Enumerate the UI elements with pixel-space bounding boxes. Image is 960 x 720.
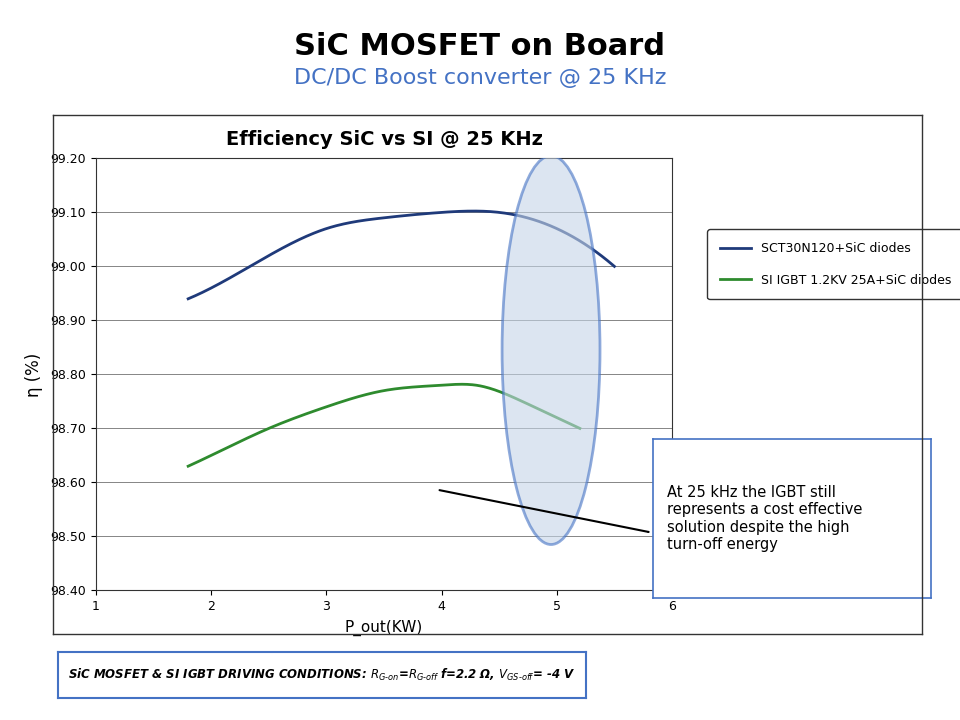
Text: SiC MOSFET on Board: SiC MOSFET on Board bbox=[295, 32, 665, 61]
SI IGBT 1.2KV 25A+SiC diodes bbox=[416, 382, 427, 391]
Line: SCT30N120+SiC diodes: SCT30N120+SiC diodes bbox=[188, 211, 614, 299]
SCT30N120+SiC diodes bbox=[436, 208, 447, 217]
Legend: SCT30N120+SiC diodes, SI IGBT 1.2KV 25A+SiC diodes: SCT30N120+SiC diodes, SI IGBT 1.2KV 25A+… bbox=[708, 230, 960, 300]
SCT30N120+SiC diodes bbox=[543, 221, 555, 230]
SI IGBT 1.2KV 25A+SiC diodes bbox=[574, 424, 586, 433]
SI IGBT 1.2KV 25A+SiC diodes bbox=[514, 396, 525, 405]
SI IGBT 1.2KV 25A+SiC diodes bbox=[415, 382, 426, 391]
Ellipse shape bbox=[502, 156, 600, 544]
SCT30N120+SiC diodes bbox=[444, 207, 455, 216]
SCT30N120+SiC diodes bbox=[468, 207, 479, 215]
Text: DC/DC Boost converter @ 25 KHz: DC/DC Boost converter @ 25 KHz bbox=[294, 68, 666, 89]
SCT30N120+SiC diodes bbox=[609, 262, 620, 271]
Line: SI IGBT 1.2KV 25A+SiC diodes: SI IGBT 1.2KV 25A+SiC diodes bbox=[188, 384, 580, 467]
SCT30N120+SiC diodes bbox=[182, 294, 194, 303]
SI IGBT 1.2KV 25A+SiC diodes bbox=[456, 380, 468, 389]
SCT30N120+SiC diodes bbox=[435, 208, 446, 217]
X-axis label: P_out(KW): P_out(KW) bbox=[345, 620, 423, 636]
Text: SiC MOSFET & SI IGBT DRIVING CONDITIONS: $R_{G\text{-}on}$=$R_{G\text{-}off}$ f=: SiC MOSFET & SI IGBT DRIVING CONDITIONS:… bbox=[68, 667, 575, 683]
SCT30N120+SiC diodes bbox=[183, 294, 195, 302]
SI IGBT 1.2KV 25A+SiC diodes bbox=[422, 382, 434, 390]
SI IGBT 1.2KV 25A+SiC diodes bbox=[539, 408, 550, 416]
SCT30N120+SiC diodes bbox=[570, 234, 582, 243]
Y-axis label: η (%): η (%) bbox=[26, 352, 43, 397]
Title: Efficiency SiC vs SI @ 25 KHz: Efficiency SiC vs SI @ 25 KHz bbox=[226, 130, 542, 148]
Text: At 25 kHz the IGBT still
represents a cost effective
solution despite the high
t: At 25 kHz the IGBT still represents a co… bbox=[666, 485, 862, 552]
SI IGBT 1.2KV 25A+SiC diodes bbox=[182, 462, 194, 471]
SI IGBT 1.2KV 25A+SiC diodes bbox=[183, 462, 195, 470]
